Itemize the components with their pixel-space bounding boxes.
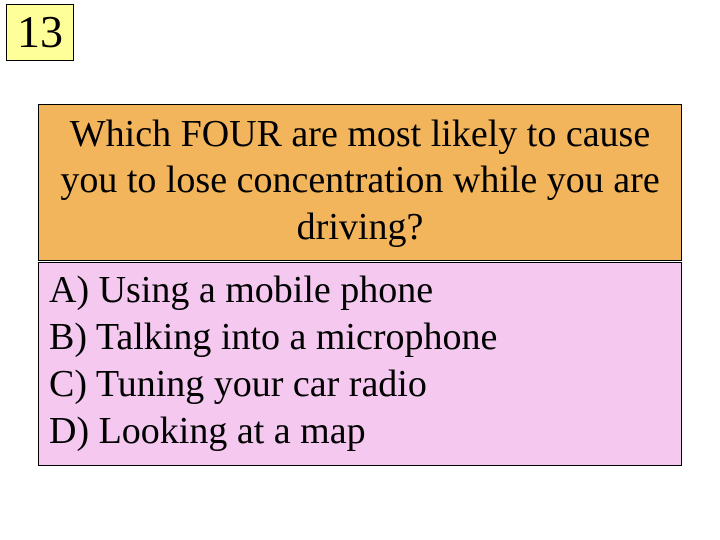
answer-option-a: A) Using a mobile phone — [49, 267, 671, 314]
answer-option-b: B) Talking into a microphone — [49, 314, 671, 361]
answers-box: A) Using a mobile phone B) Talking into … — [38, 262, 682, 466]
answer-option-d: D) Looking at a map — [49, 408, 671, 455]
answer-option-c: C) Tuning your car radio — [49, 361, 671, 408]
question-box: Which FOUR are most likely to cause you … — [38, 104, 682, 261]
question-number-box: 13 — [6, 4, 74, 61]
question-text: Which FOUR are most likely to cause you … — [60, 113, 659, 248]
question-number: 13 — [17, 6, 63, 57]
